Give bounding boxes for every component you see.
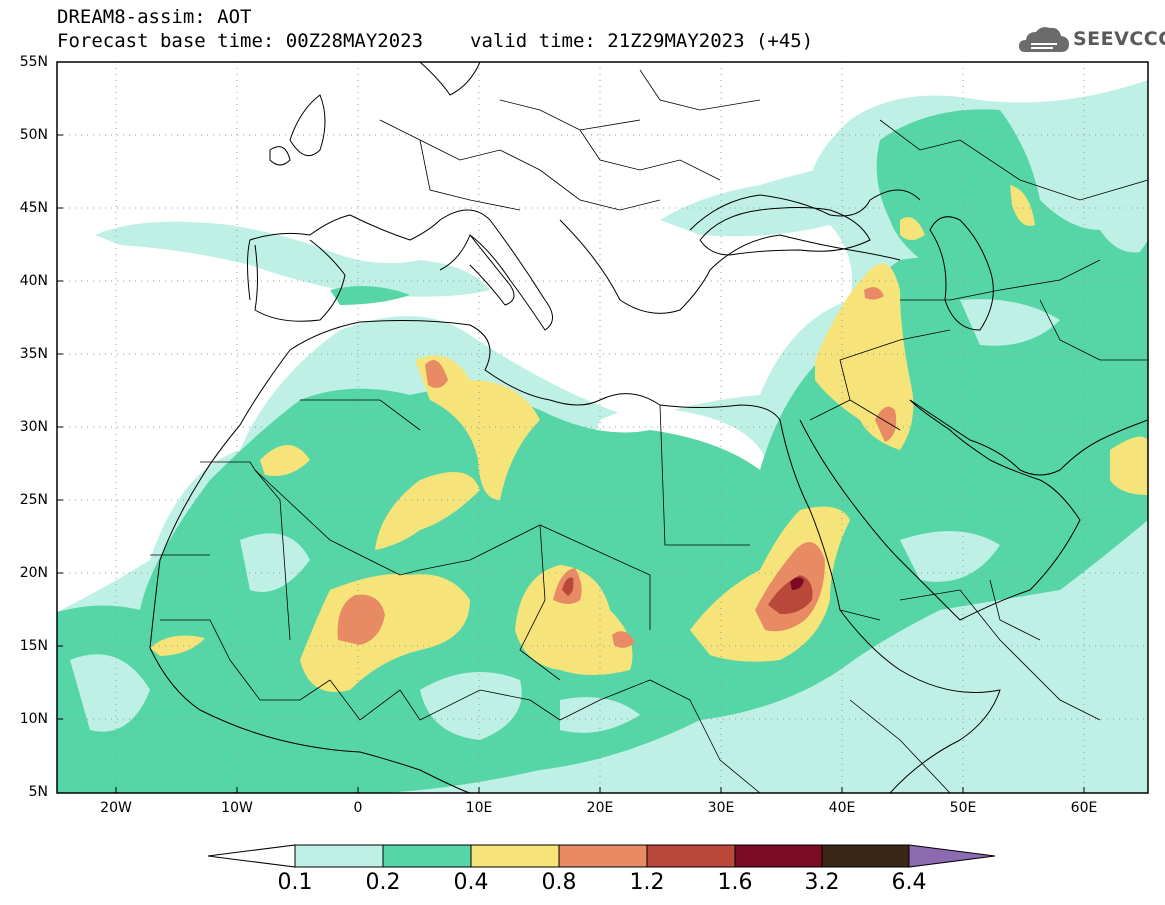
- aot-shading: [57, 80, 1148, 793]
- lat-label: 35N: [19, 346, 48, 362]
- lat-label: 5N: [28, 784, 48, 800]
- lat-label: 55N: [19, 54, 48, 70]
- colorbar-segment: [294, 844, 384, 868]
- cloud-logo-icon: [1019, 27, 1069, 52]
- logo-text: SEEVCCC: [1073, 28, 1165, 50]
- colorbar-high-arrow: [908, 844, 996, 868]
- axis-ticks: [57, 61, 1085, 793]
- colorbar-segment: [646, 844, 736, 868]
- colorbar-label: 6.4: [891, 870, 927, 895]
- lat-label: 30N: [19, 419, 48, 435]
- colorbar-label: 0.4: [453, 870, 489, 895]
- lat-label: 45N: [19, 200, 48, 216]
- coastlines: [149, 62, 1148, 793]
- lon-label: 0: [353, 800, 363, 816]
- lon-label: 20E: [586, 800, 614, 816]
- colorbar: [207, 844, 996, 868]
- colorbar-label: 0.8: [541, 870, 577, 895]
- colorbar-label: 0.1: [277, 870, 313, 895]
- lon-label: 40E: [828, 800, 856, 816]
- lon-label: 20W: [100, 800, 132, 816]
- country-borders: [150, 69, 1148, 793]
- lat-label: 50N: [19, 127, 48, 143]
- lat-label: 15N: [19, 638, 48, 654]
- colorbar-label: 3.2: [804, 870, 840, 895]
- lon-label: 30E: [707, 800, 735, 816]
- colorbar-segment: [382, 844, 472, 868]
- lat-label: 40N: [19, 273, 48, 289]
- map-title: DREAM8-assim: AOT: [57, 6, 252, 28]
- colorbar-label: 1.2: [629, 870, 665, 895]
- colorbar-low-arrow: [207, 844, 296, 868]
- lat-label: 10N: [19, 711, 48, 727]
- lon-label: 10E: [465, 800, 493, 816]
- lat-label: 25N: [19, 492, 48, 508]
- colorbar-segment: [734, 844, 823, 868]
- colorbar-segment: [558, 844, 648, 868]
- forecast-base-time: Forecast base time: 00Z28MAY2023: [57, 30, 424, 52]
- valid-time: valid time: 21Z29MAY2023 (+45): [470, 30, 814, 52]
- lon-label: 60E: [1070, 800, 1098, 816]
- colorbar-label: 1.6: [717, 870, 753, 895]
- lon-label: 10W: [221, 800, 253, 816]
- colorbar-label: 0.2: [365, 870, 401, 895]
- lon-label: 50E: [949, 800, 977, 816]
- colorbar-segment: [470, 844, 560, 868]
- lat-label: 20N: [19, 565, 48, 581]
- seevccc-logo: SEEVCCC: [1017, 22, 1165, 60]
- colorbar-segment: [821, 844, 910, 868]
